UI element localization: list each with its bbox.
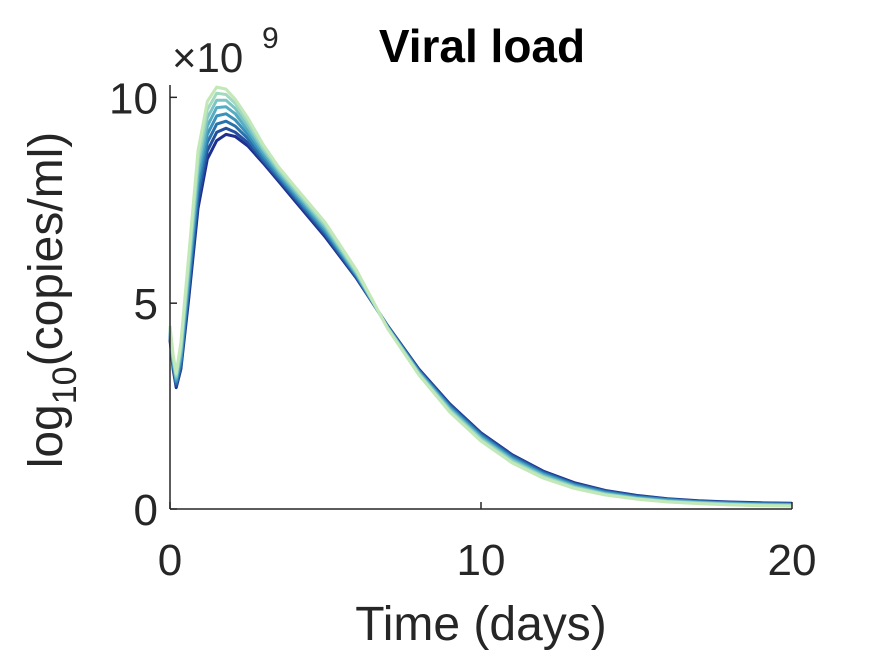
x-ticks: 0 10 20 <box>158 502 817 585</box>
series-line-5 <box>168 105 793 507</box>
y-multiplier-exponent: 9 <box>262 22 279 55</box>
y-tick-label: 0 <box>134 486 158 535</box>
x-axis-label: Time (days) <box>355 598 607 651</box>
y-multiplier: ×10 9 <box>172 22 279 81</box>
x-tick-label: 20 <box>768 536 817 585</box>
y-multiplier-times: ×10 <box>172 34 243 81</box>
series-line-3 <box>168 119 793 506</box>
y-ticks: 0 5 10 <box>109 74 177 535</box>
y-axis-label-base: log <box>20 404 73 468</box>
series-line-1 <box>168 132 793 505</box>
y-tick-label: 10 <box>109 74 158 123</box>
series-line-2 <box>168 126 793 506</box>
y-tick-label: 5 <box>134 280 158 329</box>
chart-title: Viral load <box>379 20 585 72</box>
x-tick-label: 0 <box>158 536 182 585</box>
y-axis-label: log10(copies/ml) <box>20 132 84 469</box>
series-line-4 <box>168 112 793 506</box>
y-axis-label-subscript: 10 <box>46 366 84 404</box>
svg-text:log10(copies/ml): log10(copies/ml) <box>20 132 84 469</box>
y-axis-label-rest: (copies/ml) <box>20 132 73 367</box>
series-line-8 <box>168 85 793 508</box>
series-group <box>168 85 793 508</box>
x-tick-label: 10 <box>457 536 506 585</box>
